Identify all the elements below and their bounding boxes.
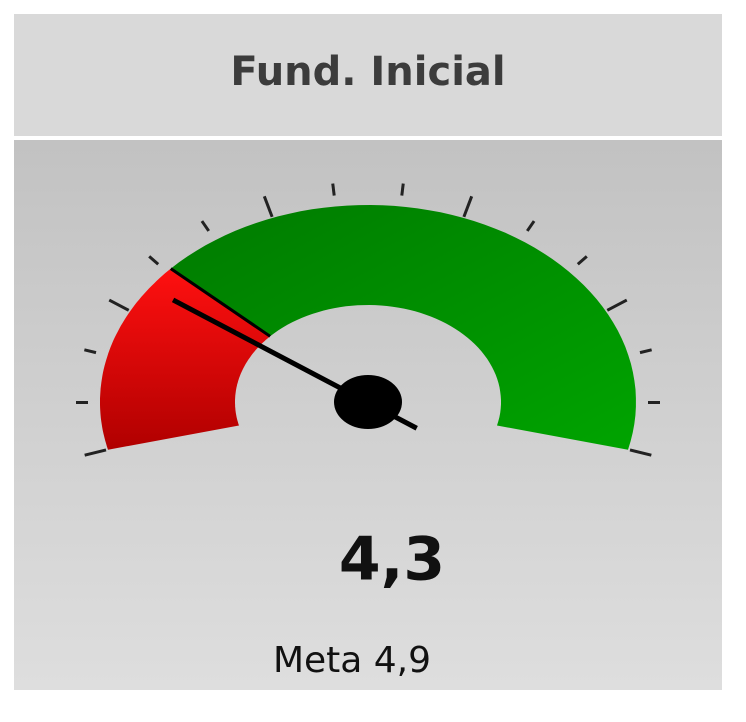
title: Fund. Inicial — [230, 49, 505, 95]
target-label: Meta 4,9 — [273, 640, 431, 681]
tick-mark — [333, 184, 334, 196]
needle-hub — [334, 375, 402, 429]
tick-mark — [402, 184, 403, 196]
value-label: 4,3 — [339, 525, 445, 595]
